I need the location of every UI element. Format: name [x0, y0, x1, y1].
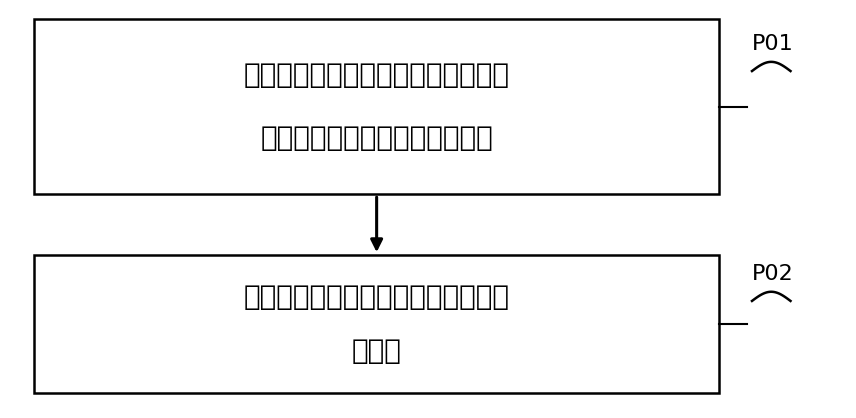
FancyBboxPatch shape — [34, 255, 719, 393]
Text: 利用贴片型或非接触型温度传感器测: 利用贴片型或非接触型温度传感器测 — [244, 61, 509, 89]
FancyBboxPatch shape — [34, 19, 719, 194]
Text: P01: P01 — [752, 34, 794, 54]
Text: 度分布: 度分布 — [352, 337, 401, 365]
Text: 量器件稳定工作时的中心点温度: 量器件稳定工作时的中心点温度 — [260, 124, 493, 152]
Text: 利用热传导方程计算出器件周围的温: 利用热传导方程计算出器件周围的温 — [244, 283, 509, 311]
Text: P02: P02 — [752, 264, 794, 284]
